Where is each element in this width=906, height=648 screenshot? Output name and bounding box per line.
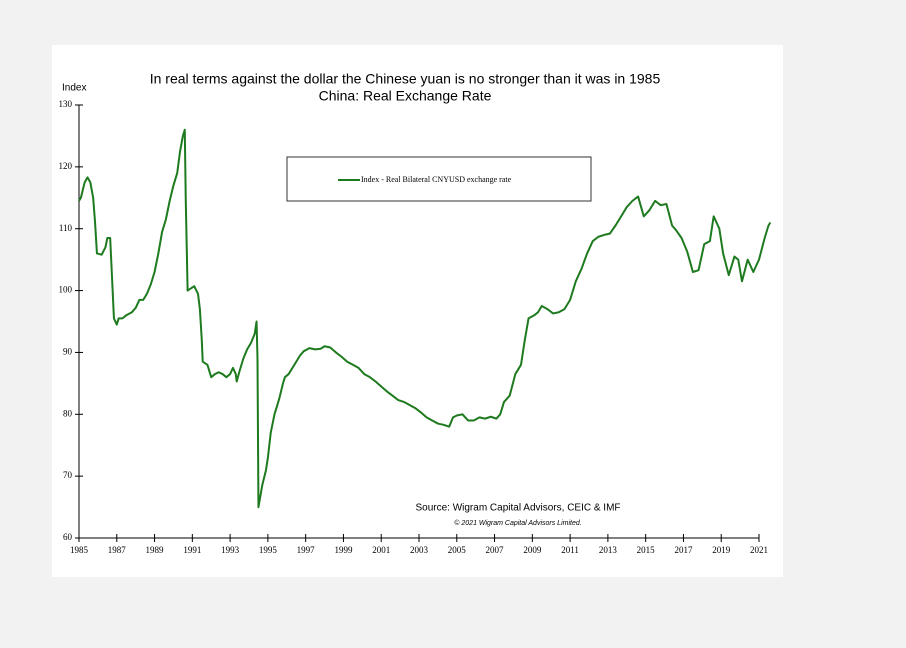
x-tick-label: 1993 <box>221 545 240 555</box>
legend-label: Index - Real Bilateral CNYUSD exchange r… <box>361 175 512 184</box>
x-tick-label: 1991 <box>183 545 201 555</box>
y-tick-label: 90 <box>63 346 73 356</box>
y-axis-label: Index <box>62 83 86 94</box>
x-tick-label: 2019 <box>712 545 731 555</box>
x-tick-label: 1989 <box>146 545 165 555</box>
y-tick-label: 100 <box>59 285 73 295</box>
source-note: Source: Wigram Capital Advisors, CEIC & … <box>415 503 620 514</box>
series-line <box>78 128 772 509</box>
x-tick-label: 2021 <box>750 545 768 555</box>
y-tick-label: 120 <box>59 161 73 171</box>
chart-subtitle: China: Real Exchange Rate <box>319 88 492 104</box>
y-tick-label: 110 <box>59 223 73 233</box>
copyright-note: © 2021 Wigram Capital Advisors Limited. <box>454 519 581 527</box>
x-tick-label: 2005 <box>448 545 467 555</box>
y-tick-label: 70 <box>63 470 73 480</box>
x-tick-label: 2009 <box>523 545 542 555</box>
x-tick-label: 2003 <box>410 545 429 555</box>
y-tick-label: 130 <box>59 99 73 109</box>
legend-box <box>286 156 592 202</box>
x-tick-label: 2017 <box>674 545 693 555</box>
chart-title: In real terms against the dollar the Chi… <box>150 71 661 87</box>
x-tick-label: 1999 <box>334 545 353 555</box>
x-tick-label: 2011 <box>561 545 579 555</box>
x-tick-label: 2001 <box>372 545 390 555</box>
y-tick-label: 60 <box>63 532 73 542</box>
x-tick-label: 1987 <box>108 545 127 555</box>
x-tick-label: 1995 <box>259 545 278 555</box>
x-tick-label: 1997 <box>297 545 316 555</box>
y-tick-label: 80 <box>63 408 73 418</box>
chart-background <box>52 45 783 577</box>
x-tick-label: 2007 <box>486 545 505 555</box>
x-tick-label: 1985 <box>70 545 89 555</box>
x-tick-label: 2013 <box>599 545 618 555</box>
x-tick-label: 2015 <box>637 545 656 555</box>
